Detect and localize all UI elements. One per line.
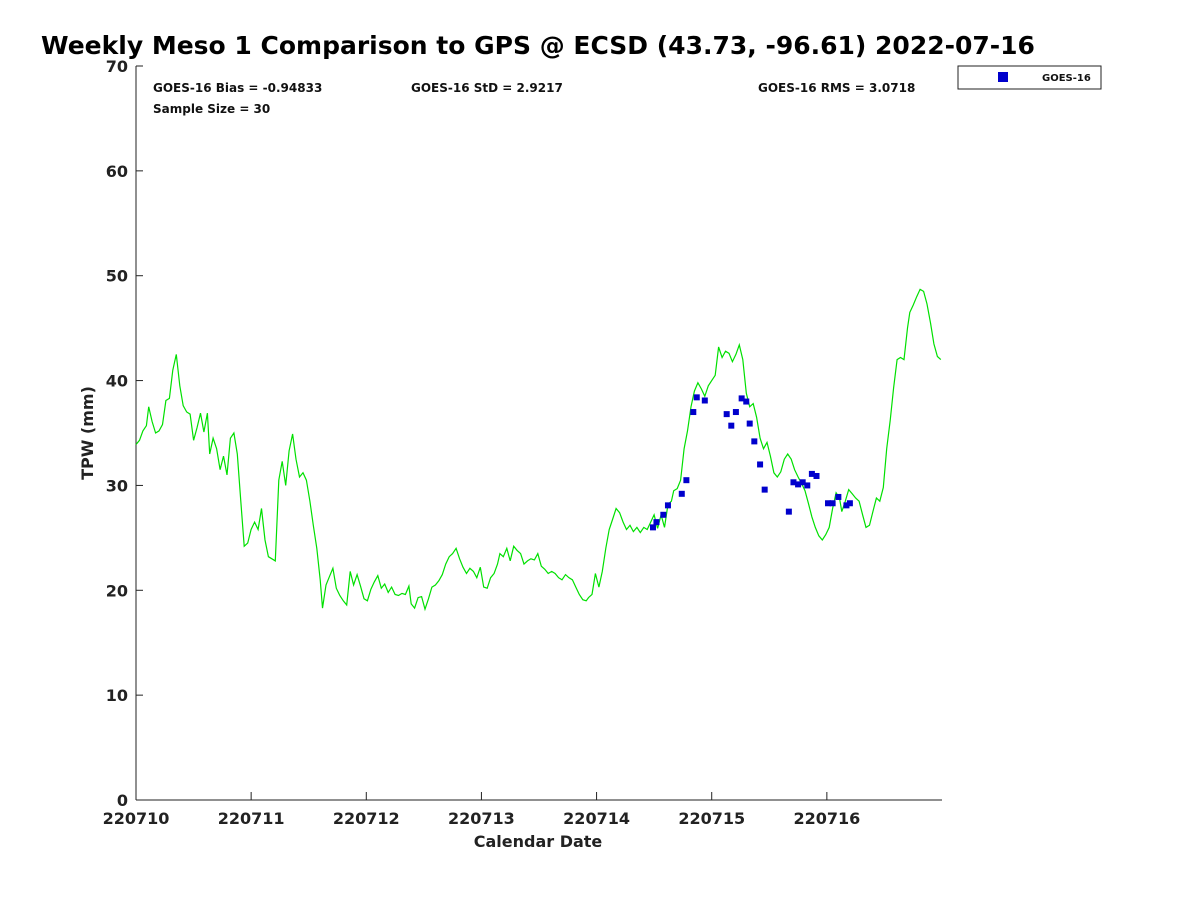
stats-block: GOES-16 Bias = -0.94833 GOES-16 StD = 2.… xyxy=(153,81,915,116)
data-point-goes16 xyxy=(732,409,739,416)
data-point-goes16 xyxy=(808,470,815,477)
y-tick-label: 40 xyxy=(106,372,128,391)
legend-label-goes16: GOES-16 xyxy=(1042,73,1091,84)
data-point-goes16 xyxy=(846,500,853,507)
x-tick-label: 220712 xyxy=(333,809,400,828)
data-point-goes16 xyxy=(690,409,697,416)
y-tick-label: 20 xyxy=(106,581,128,600)
x-axis-title: Calendar Date xyxy=(474,832,603,851)
data-point-goes16 xyxy=(761,486,768,493)
data-point-goes16 xyxy=(795,481,802,488)
data-point-goes16 xyxy=(813,472,820,479)
data-point-goes16 xyxy=(693,394,700,401)
plot-axes xyxy=(135,66,942,801)
legend-marker-goes16 xyxy=(998,72,1008,82)
data-point-goes16 xyxy=(843,502,850,509)
data-point-goes16 xyxy=(649,524,656,531)
data-point-goes16 xyxy=(746,420,753,427)
data-point-goes16 xyxy=(825,500,832,507)
data-point-goes16 xyxy=(738,395,745,402)
y-tick-label: 0 xyxy=(117,791,128,810)
series-layer xyxy=(135,288,942,612)
series-line-gps xyxy=(135,288,942,612)
x-tick-label: 220716 xyxy=(793,809,860,828)
x-tick-label: 220710 xyxy=(103,809,170,828)
bias-stat: GOES-16 Bias = -0.94833 xyxy=(153,81,322,95)
data-point-goes16 xyxy=(757,461,764,468)
x-tick-label: 220715 xyxy=(678,809,745,828)
data-point-goes16 xyxy=(835,493,842,500)
data-point-goes16 xyxy=(664,502,671,509)
data-point-goes16 xyxy=(743,398,750,405)
legend-box xyxy=(957,65,1102,90)
data-point-goes16 xyxy=(701,397,708,404)
std-stat: GOES-16 StD = 2.9217 xyxy=(411,81,563,95)
data-point-goes16 xyxy=(790,479,797,486)
data-point-goes16 xyxy=(799,479,806,486)
data-point-goes16 xyxy=(785,508,792,515)
data-point-goes16 xyxy=(660,511,667,518)
data-point-goes16 xyxy=(728,422,735,429)
x-tick-label: 220714 xyxy=(563,809,630,828)
data-point-goes16 xyxy=(683,477,690,484)
data-point-goes16 xyxy=(829,500,836,507)
y-axis-title: TPW (mm) xyxy=(78,386,97,480)
sample-size-stat: Sample Size = 30 xyxy=(153,102,270,116)
chart-title: Weekly Meso 1 Comparison to GPS @ ECSD (… xyxy=(41,31,1035,60)
y-tick-label: 70 xyxy=(106,57,128,76)
data-point-goes16 xyxy=(804,482,811,489)
legend: GOES-16 xyxy=(957,65,1102,90)
y-tick-label: 30 xyxy=(106,476,128,495)
y-tick-label: 10 xyxy=(106,686,128,705)
y-ticks: 0 10 20 30 40 50 60 70 xyxy=(106,57,143,810)
y-tick-label: 50 xyxy=(106,267,128,286)
data-point-goes16 xyxy=(751,438,758,445)
x-tick-label: 220711 xyxy=(218,809,285,828)
x-ticks: 220710 220711 220712 220713 220714 220715 2207… xyxy=(103,792,860,828)
y-tick-label: 60 xyxy=(106,162,128,181)
x-tick-label: 220713 xyxy=(448,809,515,828)
data-point-goes16 xyxy=(653,519,660,526)
data-point-goes16 xyxy=(723,411,730,418)
data-point-goes16 xyxy=(678,490,685,497)
rms-stat: GOES-16 RMS = 3.0718 xyxy=(758,81,915,95)
